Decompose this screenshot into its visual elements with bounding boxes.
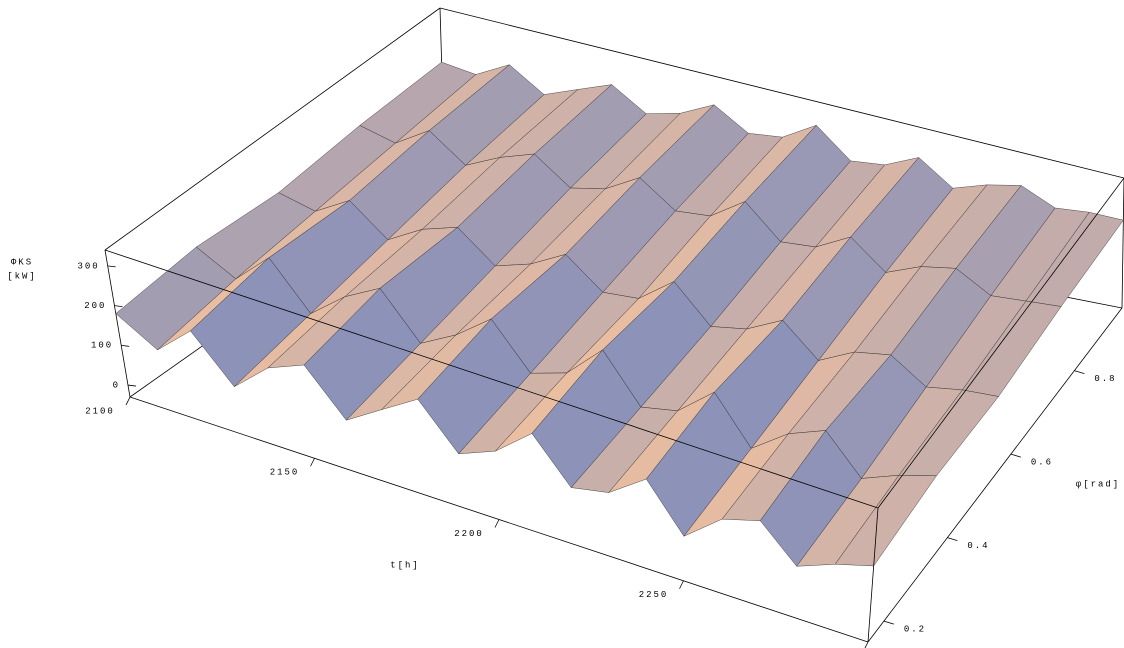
- y-tick-label: 0.6: [1031, 458, 1053, 468]
- box-edge: [439, 7, 1124, 179]
- x-tick: [125, 396, 131, 406]
- z-tick-label: 300: [77, 261, 99, 271]
- y-tick: [1074, 370, 1085, 375]
- x-tick: [679, 580, 684, 589]
- y-tick: [883, 620, 894, 625]
- y-tick-label: 0.4: [967, 541, 989, 551]
- z-tick-label: 200: [84, 301, 106, 311]
- surface-patch: [834, 475, 937, 567]
- z-tick: [127, 384, 137, 387]
- z-tick-label: 0: [113, 380, 120, 390]
- surface: [115, 61, 1124, 567]
- box-edge: [104, 7, 441, 251]
- x-tick-label: 2100: [85, 406, 115, 416]
- z-tick: [107, 265, 116, 268]
- box-edge: [104, 249, 131, 398]
- x-tick: [864, 641, 869, 648]
- box-edge: [867, 507, 879, 643]
- x-axis-label: t[h]: [390, 560, 420, 570]
- y-tick: [947, 537, 958, 542]
- y-tick: [1010, 453, 1021, 458]
- z-axis-label: ΦKS: [11, 257, 33, 267]
- z-tick: [121, 344, 130, 347]
- z-tick-label: 100: [91, 341, 113, 351]
- box-edge: [867, 307, 1123, 643]
- y-tick-label: 0.2: [904, 625, 926, 635]
- box-front: 210021502200225023000.20.40.60.801002003…: [77, 177, 1124, 648]
- x-tick-label: 2150: [270, 468, 300, 478]
- x-tick: [310, 458, 315, 467]
- box-edge: [877, 177, 1124, 509]
- box-edge: [104, 249, 879, 509]
- z-tick: [114, 305, 123, 308]
- y-axis-label: φ[rad]: [1076, 479, 1120, 489]
- z-axis-label: [kW]: [7, 271, 37, 281]
- x-tick-label: 2250: [639, 590, 669, 600]
- x-tick-label: 2200: [454, 529, 484, 539]
- y-tick-label: 0.8: [1094, 374, 1116, 384]
- x-tick: [494, 519, 500, 528]
